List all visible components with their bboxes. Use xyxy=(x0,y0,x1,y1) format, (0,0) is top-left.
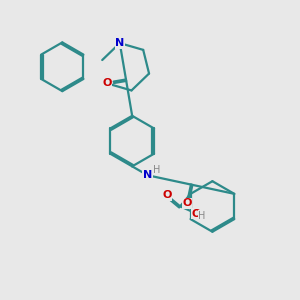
Text: N: N xyxy=(115,38,124,48)
Text: H: H xyxy=(198,211,206,221)
Text: O: O xyxy=(162,190,172,200)
Text: N: N xyxy=(143,170,152,180)
Text: H: H xyxy=(153,165,161,175)
Text: O: O xyxy=(192,208,201,218)
Text: O: O xyxy=(182,198,192,208)
Text: O: O xyxy=(103,78,112,88)
